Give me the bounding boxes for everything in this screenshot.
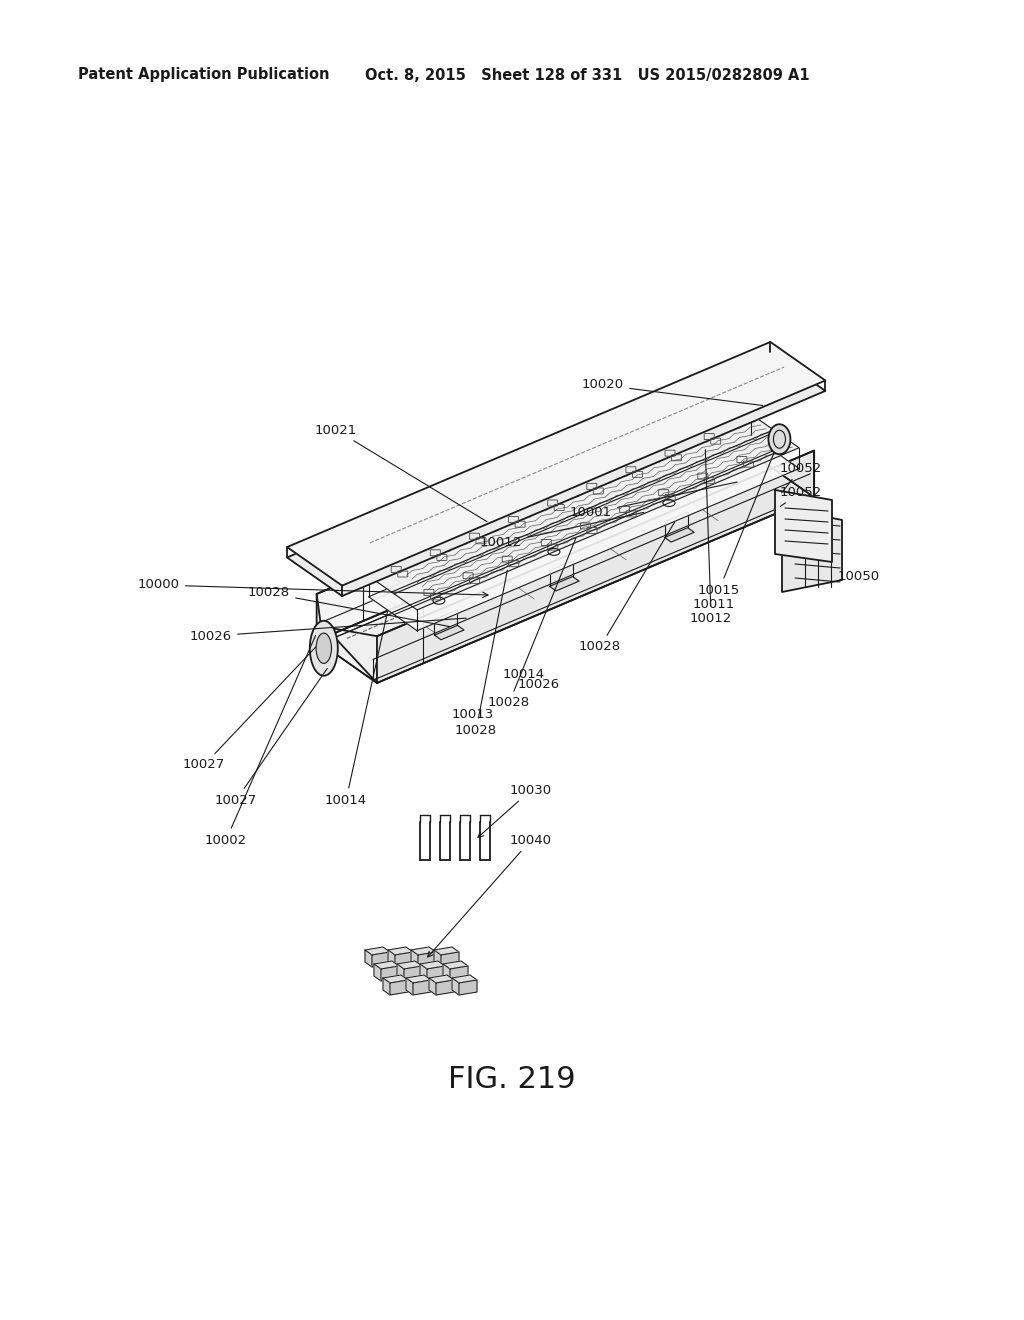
Polygon shape	[429, 978, 436, 995]
Text: 10028: 10028	[488, 539, 575, 710]
Polygon shape	[443, 961, 468, 969]
Polygon shape	[374, 961, 399, 969]
Text: 10012: 10012	[480, 512, 644, 549]
Text: 10013: 10013	[452, 709, 495, 722]
Polygon shape	[406, 978, 413, 995]
Text: 10015: 10015	[698, 442, 778, 597]
Text: 10027: 10027	[183, 635, 327, 771]
Text: 10000: 10000	[138, 578, 488, 598]
Polygon shape	[369, 434, 799, 631]
Polygon shape	[452, 975, 477, 983]
Polygon shape	[411, 946, 436, 954]
Polygon shape	[287, 352, 825, 597]
Polygon shape	[395, 952, 413, 968]
Text: 10040: 10040	[428, 833, 552, 957]
Text: 10014: 10014	[325, 611, 388, 807]
Text: 10002: 10002	[205, 635, 315, 846]
Polygon shape	[397, 961, 422, 969]
Text: Patent Application Publication: Patent Application Publication	[78, 67, 330, 82]
Polygon shape	[377, 450, 814, 682]
Polygon shape	[374, 964, 381, 981]
Polygon shape	[365, 950, 372, 968]
Polygon shape	[404, 966, 422, 981]
Text: 10050: 10050	[838, 569, 880, 582]
Polygon shape	[418, 952, 436, 968]
Polygon shape	[383, 978, 390, 995]
Polygon shape	[388, 950, 395, 968]
Text: 10011: 10011	[693, 598, 735, 611]
Polygon shape	[459, 979, 477, 995]
Polygon shape	[434, 626, 464, 640]
Text: 10028: 10028	[248, 586, 450, 627]
Text: 10020: 10020	[582, 379, 763, 405]
Polygon shape	[550, 577, 580, 591]
Polygon shape	[434, 950, 441, 968]
Polygon shape	[665, 528, 694, 543]
Polygon shape	[372, 952, 390, 968]
Polygon shape	[420, 964, 427, 981]
Ellipse shape	[316, 634, 332, 664]
Text: Oct. 8, 2015   Sheet 128 of 331   US 2015/0282809 A1: Oct. 8, 2015 Sheet 128 of 331 US 2015/02…	[365, 67, 810, 82]
Ellipse shape	[768, 424, 791, 454]
Text: 10001: 10001	[570, 482, 737, 520]
Polygon shape	[381, 966, 399, 981]
Polygon shape	[411, 950, 418, 968]
Polygon shape	[321, 458, 810, 680]
Polygon shape	[383, 975, 408, 983]
Text: FIG. 219: FIG. 219	[449, 1065, 575, 1094]
Text: 10026: 10026	[190, 618, 466, 643]
Polygon shape	[434, 946, 459, 954]
Text: 10027: 10027	[215, 668, 328, 807]
Polygon shape	[452, 978, 459, 995]
Text: 10052: 10052	[780, 486, 822, 507]
Polygon shape	[413, 979, 431, 995]
Polygon shape	[782, 508, 842, 591]
Text: 10026: 10026	[518, 677, 560, 690]
Polygon shape	[427, 966, 445, 981]
Polygon shape	[316, 408, 754, 640]
Polygon shape	[775, 490, 831, 562]
Text: 10028: 10028	[579, 521, 675, 653]
Text: 10052: 10052	[780, 462, 822, 492]
Polygon shape	[441, 952, 459, 968]
Text: 10030: 10030	[478, 784, 552, 837]
Text: 10028: 10028	[455, 570, 507, 737]
Polygon shape	[365, 946, 390, 954]
Polygon shape	[420, 961, 445, 969]
Polygon shape	[450, 966, 468, 981]
Text: 10012: 10012	[690, 450, 732, 624]
Polygon shape	[390, 979, 408, 995]
Polygon shape	[443, 964, 450, 981]
Polygon shape	[406, 975, 431, 983]
Text: 10021: 10021	[315, 424, 487, 521]
Polygon shape	[369, 413, 799, 610]
Text: 10014: 10014	[503, 668, 545, 681]
Polygon shape	[436, 979, 454, 995]
Ellipse shape	[310, 620, 338, 676]
Polygon shape	[397, 964, 404, 981]
Polygon shape	[287, 342, 825, 586]
Polygon shape	[388, 946, 413, 954]
Polygon shape	[429, 975, 454, 983]
